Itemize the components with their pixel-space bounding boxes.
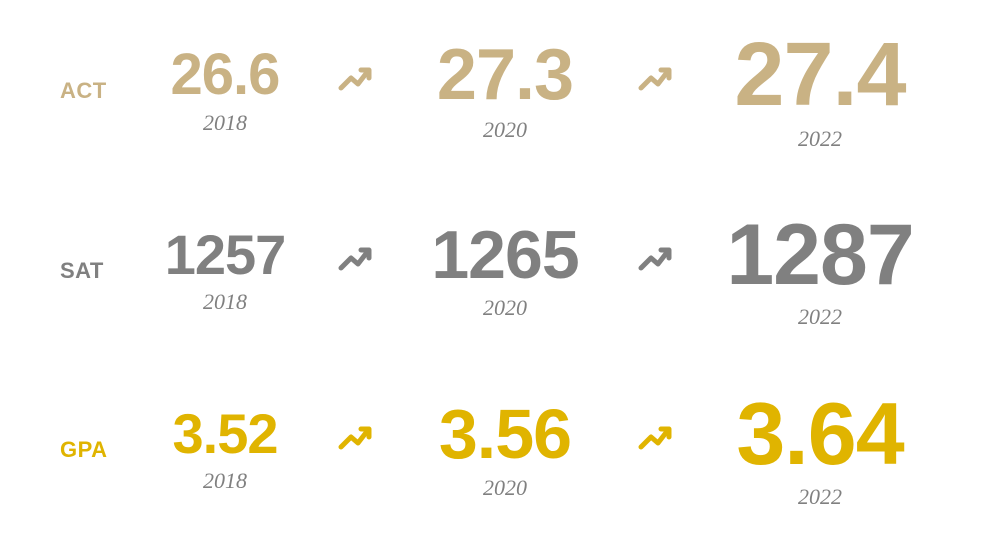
gpa-year-2020: 2020 (483, 475, 527, 501)
sat-cell-2022: 1287 2022 (680, 212, 960, 330)
gpa-value-2020: 3.56 (439, 399, 571, 469)
sat-value-2020: 1265 (431, 221, 578, 289)
gpa-cell-2018: 3.52 2018 (120, 406, 330, 494)
sat-year-2018: 2018 (203, 289, 247, 315)
gpa-year-2018: 2018 (203, 468, 247, 494)
sat-cell-2020: 1265 2020 (380, 221, 630, 321)
act-value-2018: 26.6 (171, 46, 280, 104)
sat-year-2020: 2020 (483, 295, 527, 321)
act-metrics: 26.6 2018 27.3 2020 27.4 2022 (120, 30, 960, 152)
sat-cell-2018: 1257 2018 (120, 227, 330, 315)
sat-year-2022: 2022 (798, 304, 842, 330)
trend-up-icon (630, 66, 680, 92)
gpa-label: GPA (60, 437, 120, 463)
gpa-cell-2022: 3.64 2022 (680, 390, 960, 510)
gpa-value-2022: 3.64 (736, 390, 903, 478)
act-cell-2018: 26.6 2018 (120, 46, 330, 136)
row-gpa: GPA 3.52 2018 3.56 2020 3.64 2022 (60, 390, 960, 510)
row-act: ACT 26.6 2018 27.3 2020 27.4 2022 (60, 30, 960, 152)
act-year-2020: 2020 (483, 117, 527, 143)
act-value-2020: 27.3 (437, 39, 573, 111)
trend-up-icon (330, 66, 380, 92)
act-year-2018: 2018 (203, 110, 247, 136)
sat-value-2022: 1287 (726, 212, 913, 298)
act-value-2022: 27.4 (734, 30, 905, 120)
trend-up-icon (330, 425, 380, 451)
act-cell-2020: 27.3 2020 (380, 39, 630, 143)
sat-value-2018: 1257 (165, 227, 286, 283)
trend-up-icon (330, 246, 380, 272)
trend-up-icon (630, 425, 680, 451)
trend-up-icon (630, 246, 680, 272)
sat-label: SAT (60, 258, 120, 284)
gpa-cell-2020: 3.56 2020 (380, 399, 630, 501)
act-year-2022: 2022 (798, 126, 842, 152)
act-label: ACT (60, 78, 120, 104)
act-cell-2022: 27.4 2022 (680, 30, 960, 152)
row-sat: SAT 1257 2018 1265 2020 1287 2022 (60, 212, 960, 330)
gpa-value-2018: 3.52 (173, 406, 278, 462)
gpa-year-2022: 2022 (798, 484, 842, 510)
gpa-metrics: 3.52 2018 3.56 2020 3.64 2022 (120, 390, 960, 510)
sat-metrics: 1257 2018 1265 2020 1287 2022 (120, 212, 960, 330)
